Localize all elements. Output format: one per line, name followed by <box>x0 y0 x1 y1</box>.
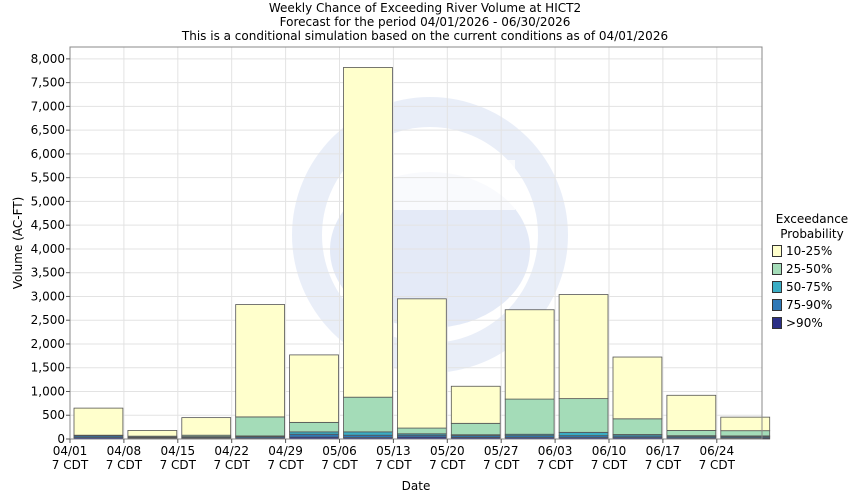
y-axis-ticks: 0 500 1,000 1,500 2,000 2,500 3,000 3,500 4,000 4… <box>31 52 70 446</box>
x-tick-label: 04/15 <box>161 444 196 458</box>
plot-frame <box>69 46 763 440</box>
y-tick-label: 6,000 <box>31 147 65 161</box>
x-tick-sublabel: 7 CDT <box>52 458 89 472</box>
x-tick-label: 04/08 <box>107 444 142 458</box>
bar-segment <box>343 67 393 398</box>
bar-segment <box>666 430 717 437</box>
y-tick-label: 4,500 <box>31 218 65 232</box>
x-tick-label: 04/01 <box>53 444 88 458</box>
bar-segment <box>235 304 285 418</box>
y-tick-label: 2,500 <box>31 313 65 327</box>
y-tick-label: 7,000 <box>31 99 65 113</box>
legend-item: 10-25% <box>770 242 850 260</box>
y-tick-label: 3,500 <box>31 266 65 280</box>
bar-segment <box>666 394 717 431</box>
title-line-1: Weekly Chance of Exceeding River Volume … <box>268 1 582 15</box>
bar-segment <box>450 422 501 436</box>
legend-item: 25-50% <box>770 260 850 278</box>
bar-segment <box>612 356 663 420</box>
x-tick-sublabel: 7 CDT <box>645 458 682 472</box>
bar-segment <box>720 416 771 432</box>
bar-segment <box>558 431 609 437</box>
x-tick-label: 05/06 <box>322 444 357 458</box>
x-tick-sublabel: 7 CDT <box>591 458 628 472</box>
y-tick-label: 1,000 <box>31 384 65 398</box>
x-tick-label: 06/03 <box>538 444 573 458</box>
x-tick-label: 04/22 <box>214 444 249 458</box>
legend-swatch <box>772 263 782 275</box>
bar-segment <box>289 421 339 433</box>
x-tick-sublabel: 7 CDT <box>375 458 412 472</box>
x-axis-label: Date <box>402 479 431 493</box>
legend-item: >90% <box>770 314 850 332</box>
legend-label: 50-75% <box>786 279 833 294</box>
legend-swatch <box>772 281 782 293</box>
legend: Exceedance Probability 10-25% 25-50% 50-75… <box>770 212 850 332</box>
bar-segment <box>181 417 232 436</box>
legend-swatch <box>772 317 782 329</box>
y-tick-label: 5,000 <box>31 194 65 208</box>
x-tick-label: 05/27 <box>484 444 519 458</box>
legend-item: 50-75% <box>770 278 850 296</box>
y-tick-label: 6,500 <box>31 123 65 137</box>
legend-item: 75-90% <box>770 296 850 314</box>
bar-segment <box>73 407 124 436</box>
y-tick-label: 5,500 <box>31 171 65 185</box>
x-tick-sublabel: 7 CDT <box>160 458 197 472</box>
y-tick-label: 1,500 <box>31 361 65 375</box>
legend-swatch <box>772 299 782 311</box>
x-tick-label: 05/13 <box>376 444 411 458</box>
x-tick-sublabel: 7 CDT <box>699 458 736 472</box>
legend-items: 10-25% 25-50% 50-75% 75-90% >90% <box>770 242 850 332</box>
y-tick-label: 4,000 <box>31 242 65 256</box>
y-tick-label: 8,000 <box>31 52 65 66</box>
axes <box>69 46 763 440</box>
legend-label: 25-50% <box>786 261 833 276</box>
y-tick-label: 2,000 <box>31 337 65 351</box>
y-tick-label: 7,500 <box>31 76 65 90</box>
bar-segment <box>127 430 178 437</box>
bar-segment <box>558 398 609 433</box>
bar-segment <box>289 354 339 423</box>
y-tick-label: 3,000 <box>31 289 65 303</box>
legend-title-line-1: Exceedance <box>775 212 849 226</box>
bar-segment <box>396 298 447 429</box>
chart-title: Weekly Chance of Exceeding River Volume … <box>0 1 850 43</box>
bar-segment <box>504 309 555 400</box>
bar-segment <box>504 398 555 435</box>
x-tick-sublabel: 7 CDT <box>213 458 250 472</box>
bars-layer <box>73 67 771 440</box>
bar-segment <box>343 431 393 436</box>
x-tick-sublabel: 7 CDT <box>429 458 466 472</box>
x-tick-sublabel: 7 CDT <box>483 458 520 472</box>
legend-label: 10-25% <box>786 243 833 258</box>
legend-title-line-2: Probability <box>780 227 844 241</box>
bar-segment <box>343 396 393 433</box>
x-tick-sublabel: 7 CDT <box>537 458 574 472</box>
bar-segment <box>396 427 447 435</box>
x-tick-sublabel: 7 CDT <box>106 458 143 472</box>
bar-segment <box>558 294 609 400</box>
x-tick-label: 05/20 <box>430 444 465 458</box>
x-tick-label: 06/24 <box>700 444 735 458</box>
x-tick-label: 04/29 <box>268 444 303 458</box>
x-tick-label: 06/17 <box>646 444 681 458</box>
y-tick-label: 500 <box>42 408 65 422</box>
x-tick-sublabel: 7 CDT <box>267 458 304 472</box>
bar-segment <box>612 418 663 435</box>
x-tick-label: 06/10 <box>592 444 627 458</box>
title-line-2: Forecast for the period 04/01/2026 - 06/… <box>279 15 571 29</box>
bar-segment <box>450 385 501 424</box>
legend-swatch <box>772 245 782 257</box>
y-tick-label: 0 <box>57 432 65 446</box>
legend-label: 75-90% <box>786 297 833 312</box>
bar-segment <box>235 416 285 437</box>
bar-segment <box>289 433 339 438</box>
x-tick-sublabel: 7 CDT <box>321 458 358 472</box>
legend-label: >90% <box>786 315 823 330</box>
y-axis-label: Volume (AC-FT) <box>11 197 25 290</box>
title-line-3: This is a conditional simulation based o… <box>181 29 669 43</box>
